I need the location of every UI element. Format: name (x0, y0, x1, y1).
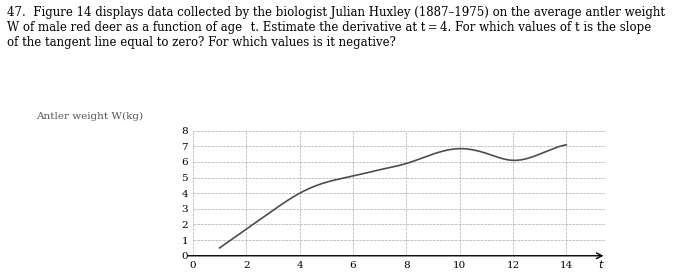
Text: $t$: $t$ (597, 258, 604, 270)
Text: Antler weight W(kg): Antler weight W(kg) (36, 111, 143, 121)
Text: 47.  Figure 14 displays data collected by the biologist Julian Huxley (1887–1975: 47. Figure 14 displays data collected by… (7, 6, 665, 49)
